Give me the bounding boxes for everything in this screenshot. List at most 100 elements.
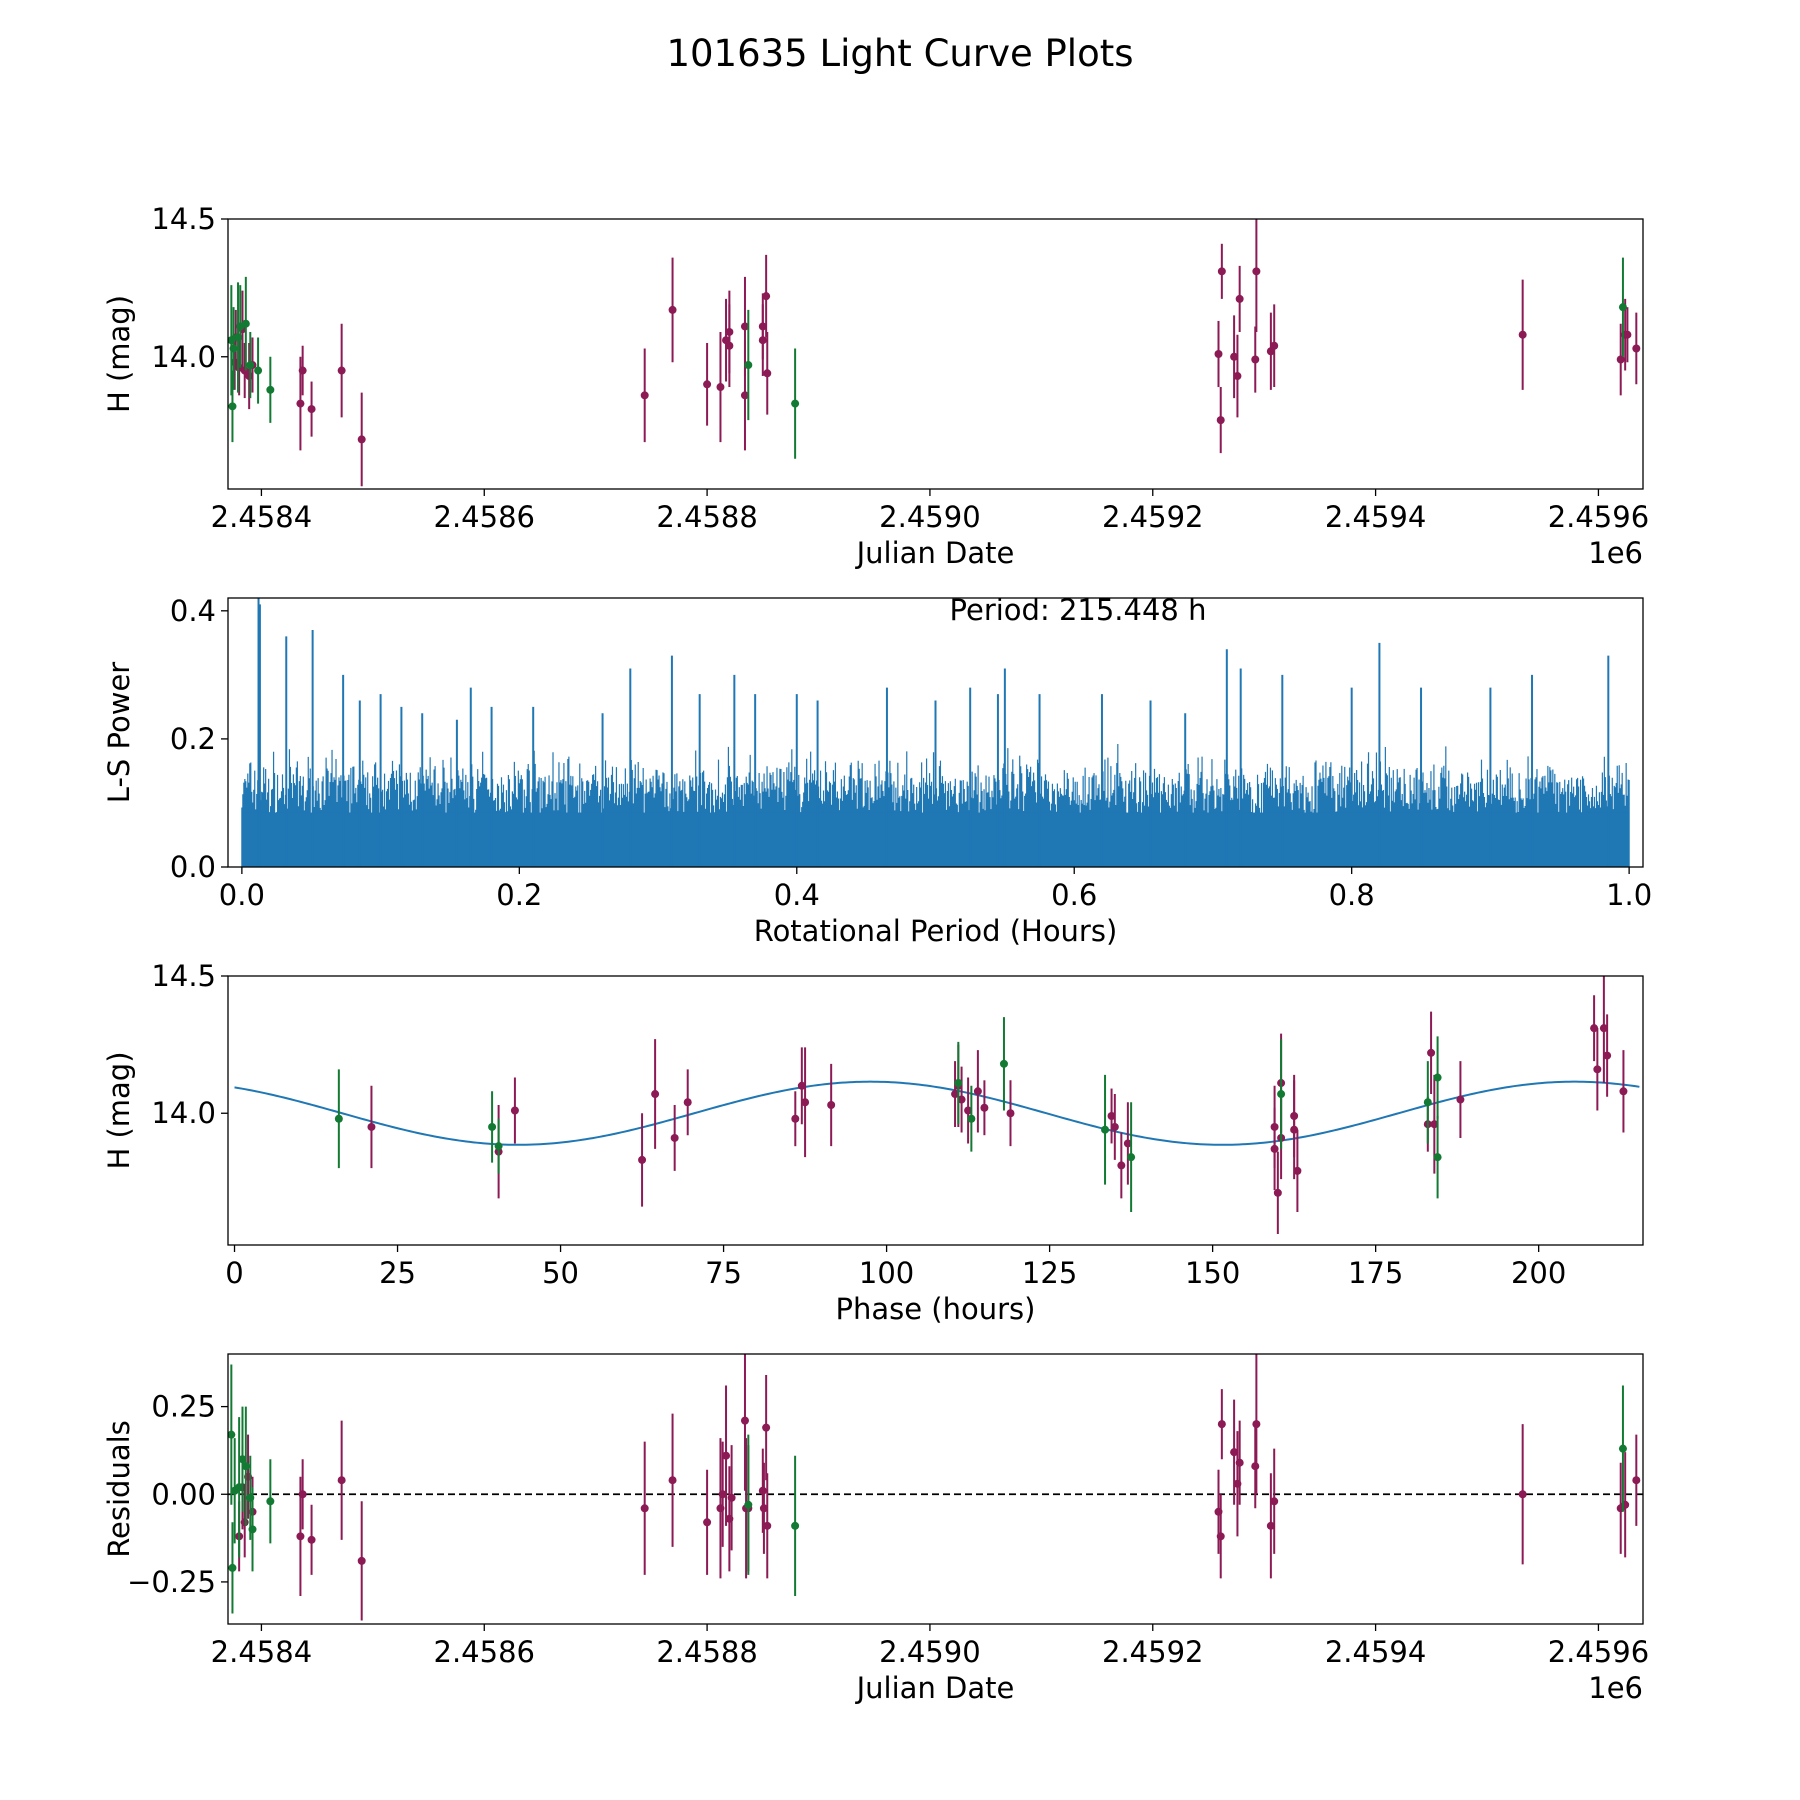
band-c-point (744, 1500, 753, 1509)
band-o-point (762, 1423, 771, 1432)
band-o-point (703, 1518, 712, 1527)
band-o-point (1235, 294, 1244, 303)
residuals-axes-frame (227, 1353, 1644, 1625)
band-c-point (334, 1114, 343, 1123)
band-c-point (1618, 303, 1627, 312)
band-o-point (1117, 1161, 1126, 1170)
x-tick-label: 2.4584 (211, 1635, 312, 1669)
band-c-point (235, 1483, 244, 1492)
band-c-point (266, 385, 275, 394)
band-o-point (791, 1114, 800, 1123)
x-tick-label: 2.4594 (1325, 500, 1426, 534)
band-o-point (668, 1476, 677, 1485)
x-tick-label: 0 (225, 1256, 243, 1290)
y-axis-label: H (mag) (102, 295, 136, 413)
band-o-point (638, 1155, 647, 1164)
fit-curve (234, 1080, 1640, 1146)
band-o-point (1430, 1120, 1439, 1129)
y-tick-label: 0.4 (170, 594, 216, 628)
band-o-point (357, 1556, 366, 1565)
band-c-point (241, 1462, 250, 1471)
band-c-point (1433, 1073, 1442, 1082)
band-o-point (740, 322, 749, 331)
lightcurve-plot-area (228, 219, 1641, 487)
x-tick-label: 2.4592 (1102, 1635, 1203, 1669)
band-c-point (254, 366, 263, 375)
band-o-point (1632, 1476, 1641, 1485)
chart-phase: 0 25 50 75 100 125 150 175 200 14.0 14.5 Phase (hou… (102, 959, 1644, 1326)
band-c-point (999, 1059, 1008, 1068)
x-tick-label: 25 (379, 1256, 416, 1290)
band-o-point (1233, 372, 1242, 381)
band-o-point (758, 1486, 767, 1495)
x-tick-label: 2.4596 (1548, 500, 1649, 534)
band-o-point (1217, 1420, 1226, 1429)
band-o-point (725, 341, 734, 350)
band-o-point (1290, 1111, 1299, 1120)
band-o-point (651, 1090, 660, 1099)
band-c-point (238, 1455, 247, 1464)
band-c-point (494, 1142, 503, 1151)
x-axis-label: Rotational Period (Hours) (754, 914, 1118, 948)
band-o-point (1217, 267, 1226, 276)
band-c-point (954, 1079, 963, 1088)
band-o-point (1270, 1144, 1279, 1153)
x-offset-label: 1e6 (1588, 536, 1643, 570)
band-o-point (1616, 355, 1625, 364)
band-o-point (827, 1101, 836, 1110)
band-o-point (716, 383, 725, 392)
band-o-point (1251, 355, 1260, 364)
y-axis-label: Residuals (102, 1420, 136, 1558)
x-axis-label: Julian Date (855, 1671, 1015, 1705)
x-tick-label: 1.0 (1606, 878, 1652, 912)
band-o-point (640, 391, 649, 400)
band-o-point (1270, 1497, 1279, 1506)
band-o-point (1619, 1087, 1628, 1096)
band-o-point (964, 1106, 973, 1115)
band-o-point (1293, 1166, 1302, 1175)
band-c-point (229, 344, 238, 353)
phase-plot-area (234, 976, 1640, 1235)
band-o-point (240, 1518, 249, 1527)
period-annotation: Period: 215.448 h (950, 593, 1207, 627)
y-tick-label: 0.25 (151, 1390, 216, 1424)
y-tick-label: 0.2 (170, 722, 216, 756)
x-tick-label: 2.4584 (211, 500, 312, 534)
x-tick-label: 0.2 (496, 878, 542, 912)
band-o-point (1456, 1095, 1465, 1104)
x-tick-label: 2.4592 (1102, 500, 1203, 534)
band-o-point (296, 1532, 305, 1541)
phase-axes-frame (227, 975, 1644, 1246)
band-c-point (228, 1563, 237, 1572)
band-o-point (1603, 1051, 1612, 1060)
band-o-point (951, 1090, 960, 1099)
band-o-point (298, 366, 307, 375)
y-tick-label: 14.0 (151, 1096, 216, 1130)
band-c-point (1101, 1125, 1110, 1134)
band-c-point (266, 1497, 275, 1506)
band-o-point (1107, 1111, 1116, 1120)
band-c-point (246, 361, 255, 370)
band-o-point (740, 391, 749, 400)
band-o-point (1230, 352, 1239, 361)
x-axis-label: Julian Date (855, 536, 1015, 570)
x-tick-label: 0.4 (774, 878, 820, 912)
band-o-point (758, 336, 767, 345)
band-c-point (967, 1114, 976, 1123)
band-c-point (1423, 1098, 1432, 1107)
band-o-point (1632, 344, 1641, 353)
band-o-point (718, 1490, 727, 1499)
band-o-point (1252, 267, 1261, 276)
x-offset-label: 1e6 (1588, 1671, 1643, 1705)
band-o-point (797, 1081, 806, 1090)
band-o-point (759, 1504, 768, 1513)
band-o-point (307, 405, 316, 414)
x-tick-label: 150 (1185, 1256, 1240, 1290)
lightcurve-axes-frame (227, 218, 1644, 490)
band-o-point (510, 1106, 519, 1115)
x-tick-label: 100 (859, 1256, 914, 1290)
band-o-point (668, 305, 677, 314)
band-o-point (703, 380, 712, 389)
x-axis-label: Phase (hours) (836, 1292, 1036, 1326)
